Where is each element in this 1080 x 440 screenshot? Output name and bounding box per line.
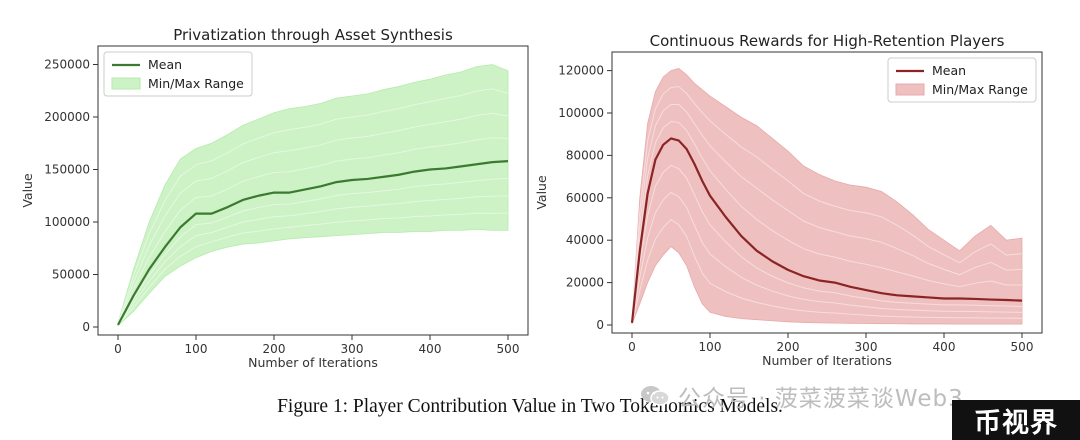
legend-swatch-range: [895, 83, 925, 96]
legend-label-range: Min/Max Range: [148, 76, 244, 91]
band-texture-upper-0: [117, 137, 509, 325]
figure-charts: Privatization through Asset Synthesis 0 10…: [20, 26, 1043, 370]
y-tick-label: 60000: [566, 191, 604, 205]
y-tick-label: 120000: [558, 64, 604, 78]
watermark: 公众号 · 菠菜菠菜谈Web3: [640, 378, 964, 414]
x-tick-label: 500: [1011, 340, 1034, 354]
mean-line: [630, 137, 1023, 323]
watermark-text: 公众号 · 菠菜菠菜谈Web3: [678, 386, 964, 412]
x-tick-label: 400: [419, 342, 442, 356]
x-tick-label: 0: [628, 340, 636, 354]
chart-right: Continuous Rewards for High-Retention Pl…: [534, 32, 1043, 368]
band-texture-upper-0: [631, 120, 1023, 323]
legend-swatch-range: [111, 77, 141, 90]
y-tick-label: 50000: [52, 268, 90, 282]
legend-label-range: Min/Max Range: [932, 82, 1028, 97]
band-texture-upper-2: [631, 85, 1023, 322]
range-band: [117, 64, 509, 327]
band-texture-lower-2: [117, 212, 509, 327]
y-tick-label: 100000: [44, 215, 90, 229]
y-tick-label: 100000: [558, 106, 604, 120]
plot-frame: [611, 51, 1043, 334]
y-tick-label: 0: [82, 320, 90, 334]
x-tick-label: 200: [777, 340, 800, 354]
legend-label-mean: Mean: [148, 57, 182, 72]
site-badge: 币视界: [952, 400, 1080, 440]
y-axis-label: Value: [20, 173, 35, 208]
y-tick-label: 200000: [44, 110, 90, 124]
legend-label-mean: Mean: [932, 63, 966, 78]
band-texture-upper-1: [631, 104, 1023, 322]
band-texture-lower-0: [631, 164, 1023, 324]
legend-box: [887, 57, 1037, 103]
x-axis-label: Number of Iterations: [248, 355, 378, 370]
x-tick-label: 0: [114, 342, 122, 356]
y-tick-label: 250000: [44, 58, 90, 72]
y-tick-label: 0: [596, 318, 604, 332]
y-axis-label: Value: [534, 175, 549, 210]
legend-box: [103, 51, 253, 97]
chart-left: Privatization through Asset Synthesis 0 10…: [20, 26, 529, 370]
wechat-icon: [640, 384, 670, 408]
x-tick-label: 200: [263, 342, 286, 356]
x-tick-label: 500: [497, 342, 520, 356]
band-texture-upper-2: [117, 88, 509, 324]
mean-line: [117, 160, 509, 326]
y-tick-label: 40000: [566, 233, 604, 247]
chart-title: Privatization through Asset Synthesis: [173, 26, 453, 44]
band-texture-lower-0: [117, 177, 509, 326]
y-tick-label: 150000: [44, 163, 90, 177]
band-texture-upper-1: [117, 112, 509, 325]
band-texture-lower-2: [631, 218, 1023, 324]
plot-frame: [97, 45, 529, 336]
y-tick-label: 20000: [566, 276, 604, 290]
x-tick-label: 300: [855, 340, 878, 354]
band-texture-lower-1: [631, 191, 1023, 324]
range-band: [631, 68, 1023, 325]
x-tick-label: 100: [699, 340, 722, 354]
band-texture-lower-1: [117, 195, 509, 326]
x-tick-label: 300: [341, 342, 364, 356]
chart-title: Continuous Rewards for High-Retention Pl…: [650, 32, 1005, 50]
y-tick-label: 80000: [566, 148, 604, 162]
x-axis-label: Number of Iterations: [762, 353, 892, 368]
x-tick-label: 100: [185, 342, 208, 356]
x-tick-label: 400: [933, 340, 956, 354]
